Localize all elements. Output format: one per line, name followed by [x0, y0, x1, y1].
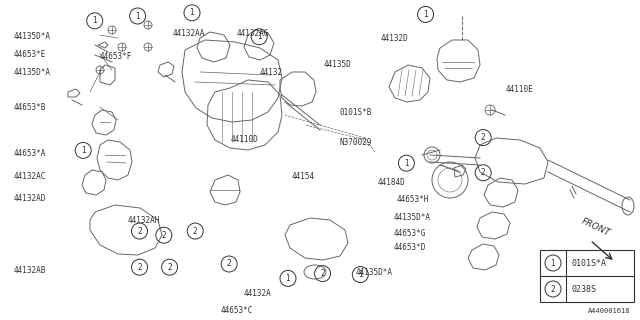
- Text: 1: 1: [81, 146, 86, 155]
- Text: 2: 2: [137, 227, 142, 236]
- Text: 1: 1: [285, 274, 291, 283]
- Text: 44653*D: 44653*D: [394, 244, 426, 252]
- Text: 44110E: 44110E: [506, 85, 533, 94]
- Text: 44135D*A: 44135D*A: [355, 268, 392, 277]
- Text: 2: 2: [161, 231, 166, 240]
- Text: 44154: 44154: [291, 172, 314, 180]
- Text: 44132AA: 44132AA: [173, 29, 205, 38]
- Text: 44135D: 44135D: [323, 60, 351, 68]
- Text: N370029: N370029: [339, 138, 372, 147]
- Text: 2: 2: [550, 284, 556, 293]
- Text: 44132AC: 44132AC: [14, 172, 47, 180]
- Text: 1: 1: [92, 16, 97, 25]
- Text: 2: 2: [481, 168, 486, 177]
- Text: 44132AG: 44132AG: [237, 29, 269, 38]
- Text: 44132AD: 44132AD: [14, 194, 47, 203]
- Text: 44653*F: 44653*F: [99, 52, 132, 60]
- Text: 44132A: 44132A: [243, 289, 271, 298]
- Text: 1: 1: [423, 10, 428, 19]
- Text: 44653*G: 44653*G: [394, 229, 426, 238]
- Text: 0101S*A: 0101S*A: [571, 259, 606, 268]
- Text: 1: 1: [550, 259, 556, 268]
- Text: 0101S*B: 0101S*B: [339, 108, 372, 116]
- Text: 0238S: 0238S: [571, 284, 596, 293]
- Text: 44653*E: 44653*E: [14, 50, 47, 59]
- Text: 44132: 44132: [259, 68, 282, 76]
- Text: 44132AB: 44132AB: [14, 266, 47, 275]
- Text: 1: 1: [358, 270, 363, 279]
- Text: 44653*C: 44653*C: [221, 306, 253, 315]
- Text: 2: 2: [137, 263, 142, 272]
- Text: 44653*H: 44653*H: [397, 196, 429, 204]
- Text: 2: 2: [227, 260, 232, 268]
- Text: 2: 2: [481, 133, 486, 142]
- Text: 2: 2: [167, 263, 172, 272]
- Text: 44135D*A: 44135D*A: [14, 68, 51, 76]
- Text: 44135D*A: 44135D*A: [14, 32, 51, 41]
- Text: FRONT: FRONT: [580, 217, 612, 238]
- Text: 1: 1: [404, 159, 409, 168]
- Text: 44653*B: 44653*B: [14, 103, 47, 112]
- Text: 1: 1: [135, 12, 140, 20]
- Text: 44132D: 44132D: [381, 34, 408, 43]
- Text: 2: 2: [193, 227, 198, 236]
- Text: 44110D: 44110D: [230, 135, 258, 144]
- Text: 44135D*A: 44135D*A: [394, 213, 431, 222]
- Text: 44184D: 44184D: [378, 178, 405, 187]
- Text: 2: 2: [320, 269, 325, 278]
- Text: 1: 1: [189, 8, 195, 17]
- Text: 44132AH: 44132AH: [128, 216, 161, 225]
- Text: 1: 1: [257, 32, 262, 41]
- Text: A440001618: A440001618: [588, 308, 630, 314]
- Text: 44653*A: 44653*A: [14, 149, 47, 158]
